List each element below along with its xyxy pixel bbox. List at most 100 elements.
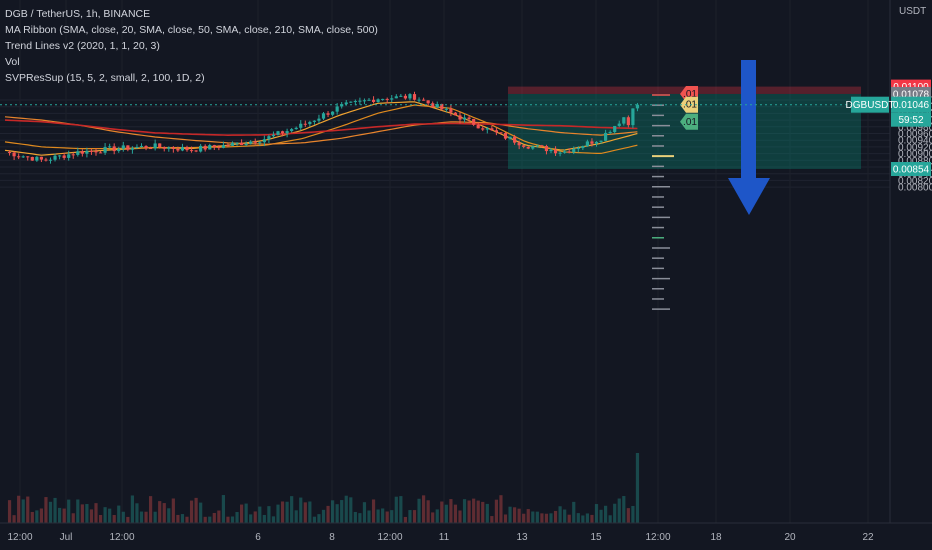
- volume-bar: [590, 514, 594, 523]
- candle-body: [203, 145, 207, 150]
- candle-body: [199, 145, 203, 152]
- volume-bar: [180, 514, 185, 523]
- target-price-tag-text: 0.00854: [893, 165, 930, 176]
- volume-bar: [58, 507, 62, 523]
- candle-body: [35, 156, 39, 161]
- ma-ribbon: [4, 101, 638, 156]
- candle-body: [417, 99, 421, 101]
- symbol-title[interactable]: DGB / TetherUS, 1h, BINANCE: [5, 8, 151, 20]
- time-tick: 8: [329, 532, 335, 543]
- volume-bar: [240, 504, 244, 523]
- indicator-volume[interactable]: Vol: [5, 56, 20, 68]
- symbol-price-tag: DGBUSDT: [846, 96, 894, 113]
- volume-bar: [199, 502, 203, 523]
- candle-body: [162, 147, 166, 149]
- candle-body: [576, 148, 580, 150]
- volume-bar: [417, 498, 421, 523]
- indicator-svp[interactable]: SVPResSup (15, 5, 2, small, 2, 100, 1D, …: [5, 72, 205, 84]
- time-tick: 11: [439, 532, 450, 543]
- candle-body: [453, 112, 458, 116]
- volume-bar: [253, 511, 257, 523]
- volume-bar: [558, 506, 562, 523]
- price-axis-unit: USDT: [899, 6, 927, 17]
- candle-body: [458, 115, 462, 120]
- countdown-price-tag-bg: [891, 112, 931, 127]
- candle-body: [422, 99, 426, 101]
- time-tick: Jul: [60, 532, 73, 543]
- volume-bar: [121, 511, 125, 523]
- volume-bar: [153, 511, 157, 523]
- volume-bar: [149, 496, 153, 523]
- volume-bar: [412, 510, 417, 523]
- candle-body: [130, 148, 134, 150]
- candle-body: [12, 152, 16, 157]
- candle-body: [171, 147, 175, 150]
- volume-bar: [167, 508, 171, 523]
- candle-body: [321, 113, 326, 119]
- volume-bar: [203, 516, 207, 523]
- candle-body: [39, 156, 43, 160]
- volume-bar: [613, 503, 617, 523]
- candle-body: [549, 149, 553, 152]
- volume-bar: [331, 500, 335, 523]
- volume-bar: [290, 496, 294, 523]
- candle-body: [344, 102, 348, 105]
- candle-body: [353, 101, 357, 103]
- volume-bar: [326, 505, 330, 523]
- candle-body: [599, 140, 603, 142]
- ma-line: [4, 101, 638, 156]
- candle-body: [558, 152, 562, 154]
- candle-body: [185, 147, 189, 151]
- candle-body: [449, 108, 453, 113]
- candle-body: [476, 124, 480, 129]
- volume-bar: [594, 504, 599, 523]
- candle-body: [526, 146, 530, 149]
- candle-body: [194, 150, 198, 152]
- candle-body: [253, 141, 257, 143]
- countdown-price-tag-text: 59:52: [898, 115, 923, 126]
- indicator-trend-lines[interactable]: Trend Lines v2 (2020, 1, 1, 20, 3): [5, 40, 160, 52]
- volume-bar: [158, 501, 162, 523]
- candle-body: [48, 159, 53, 161]
- volume-bar: [308, 501, 312, 523]
- sr-label: .01: [680, 113, 698, 130]
- volume-bar: [171, 498, 175, 523]
- candle-body: [358, 100, 362, 102]
- time-tick: 18: [710, 532, 722, 543]
- candle-body: [371, 99, 376, 102]
- volume-bar: [367, 510, 371, 523]
- candle-body: [189, 150, 194, 152]
- candle-body: [85, 150, 89, 154]
- volume-bar: [462, 499, 467, 523]
- volume-bar: [44, 497, 48, 523]
- candle-body: [135, 146, 139, 149]
- volume-bar: [353, 511, 357, 523]
- candle-body: [508, 136, 512, 139]
- candle-body: [167, 147, 171, 149]
- candle-body: [567, 151, 571, 153]
- volume-bar: [249, 514, 253, 523]
- volume-bar: [189, 500, 194, 523]
- indicator-ma-ribbon[interactable]: MA Ribbon (SMA, close, 20, SMA, close, 5…: [5, 24, 378, 36]
- candle-body: [290, 129, 294, 132]
- volume-bar: [617, 498, 621, 523]
- volume-bar: [130, 495, 134, 523]
- volume-bar: [108, 508, 112, 523]
- candle-body: [444, 108, 448, 110]
- candle-body: [367, 99, 371, 101]
- time-tick: 12:00: [109, 532, 134, 543]
- last-price-tag: 0.01046: [891, 96, 931, 113]
- high-price-tag-text: 0.01078: [893, 89, 930, 100]
- volume-bar: [585, 513, 589, 523]
- candle-body: [553, 149, 558, 154]
- time-tick: 6: [255, 532, 261, 543]
- candle-body: [149, 148, 153, 150]
- volume-bar: [622, 496, 626, 523]
- volume-bar: [280, 501, 285, 523]
- candle-body: [394, 96, 398, 99]
- volume-bar: [267, 506, 271, 523]
- candle-body: [294, 127, 298, 130]
